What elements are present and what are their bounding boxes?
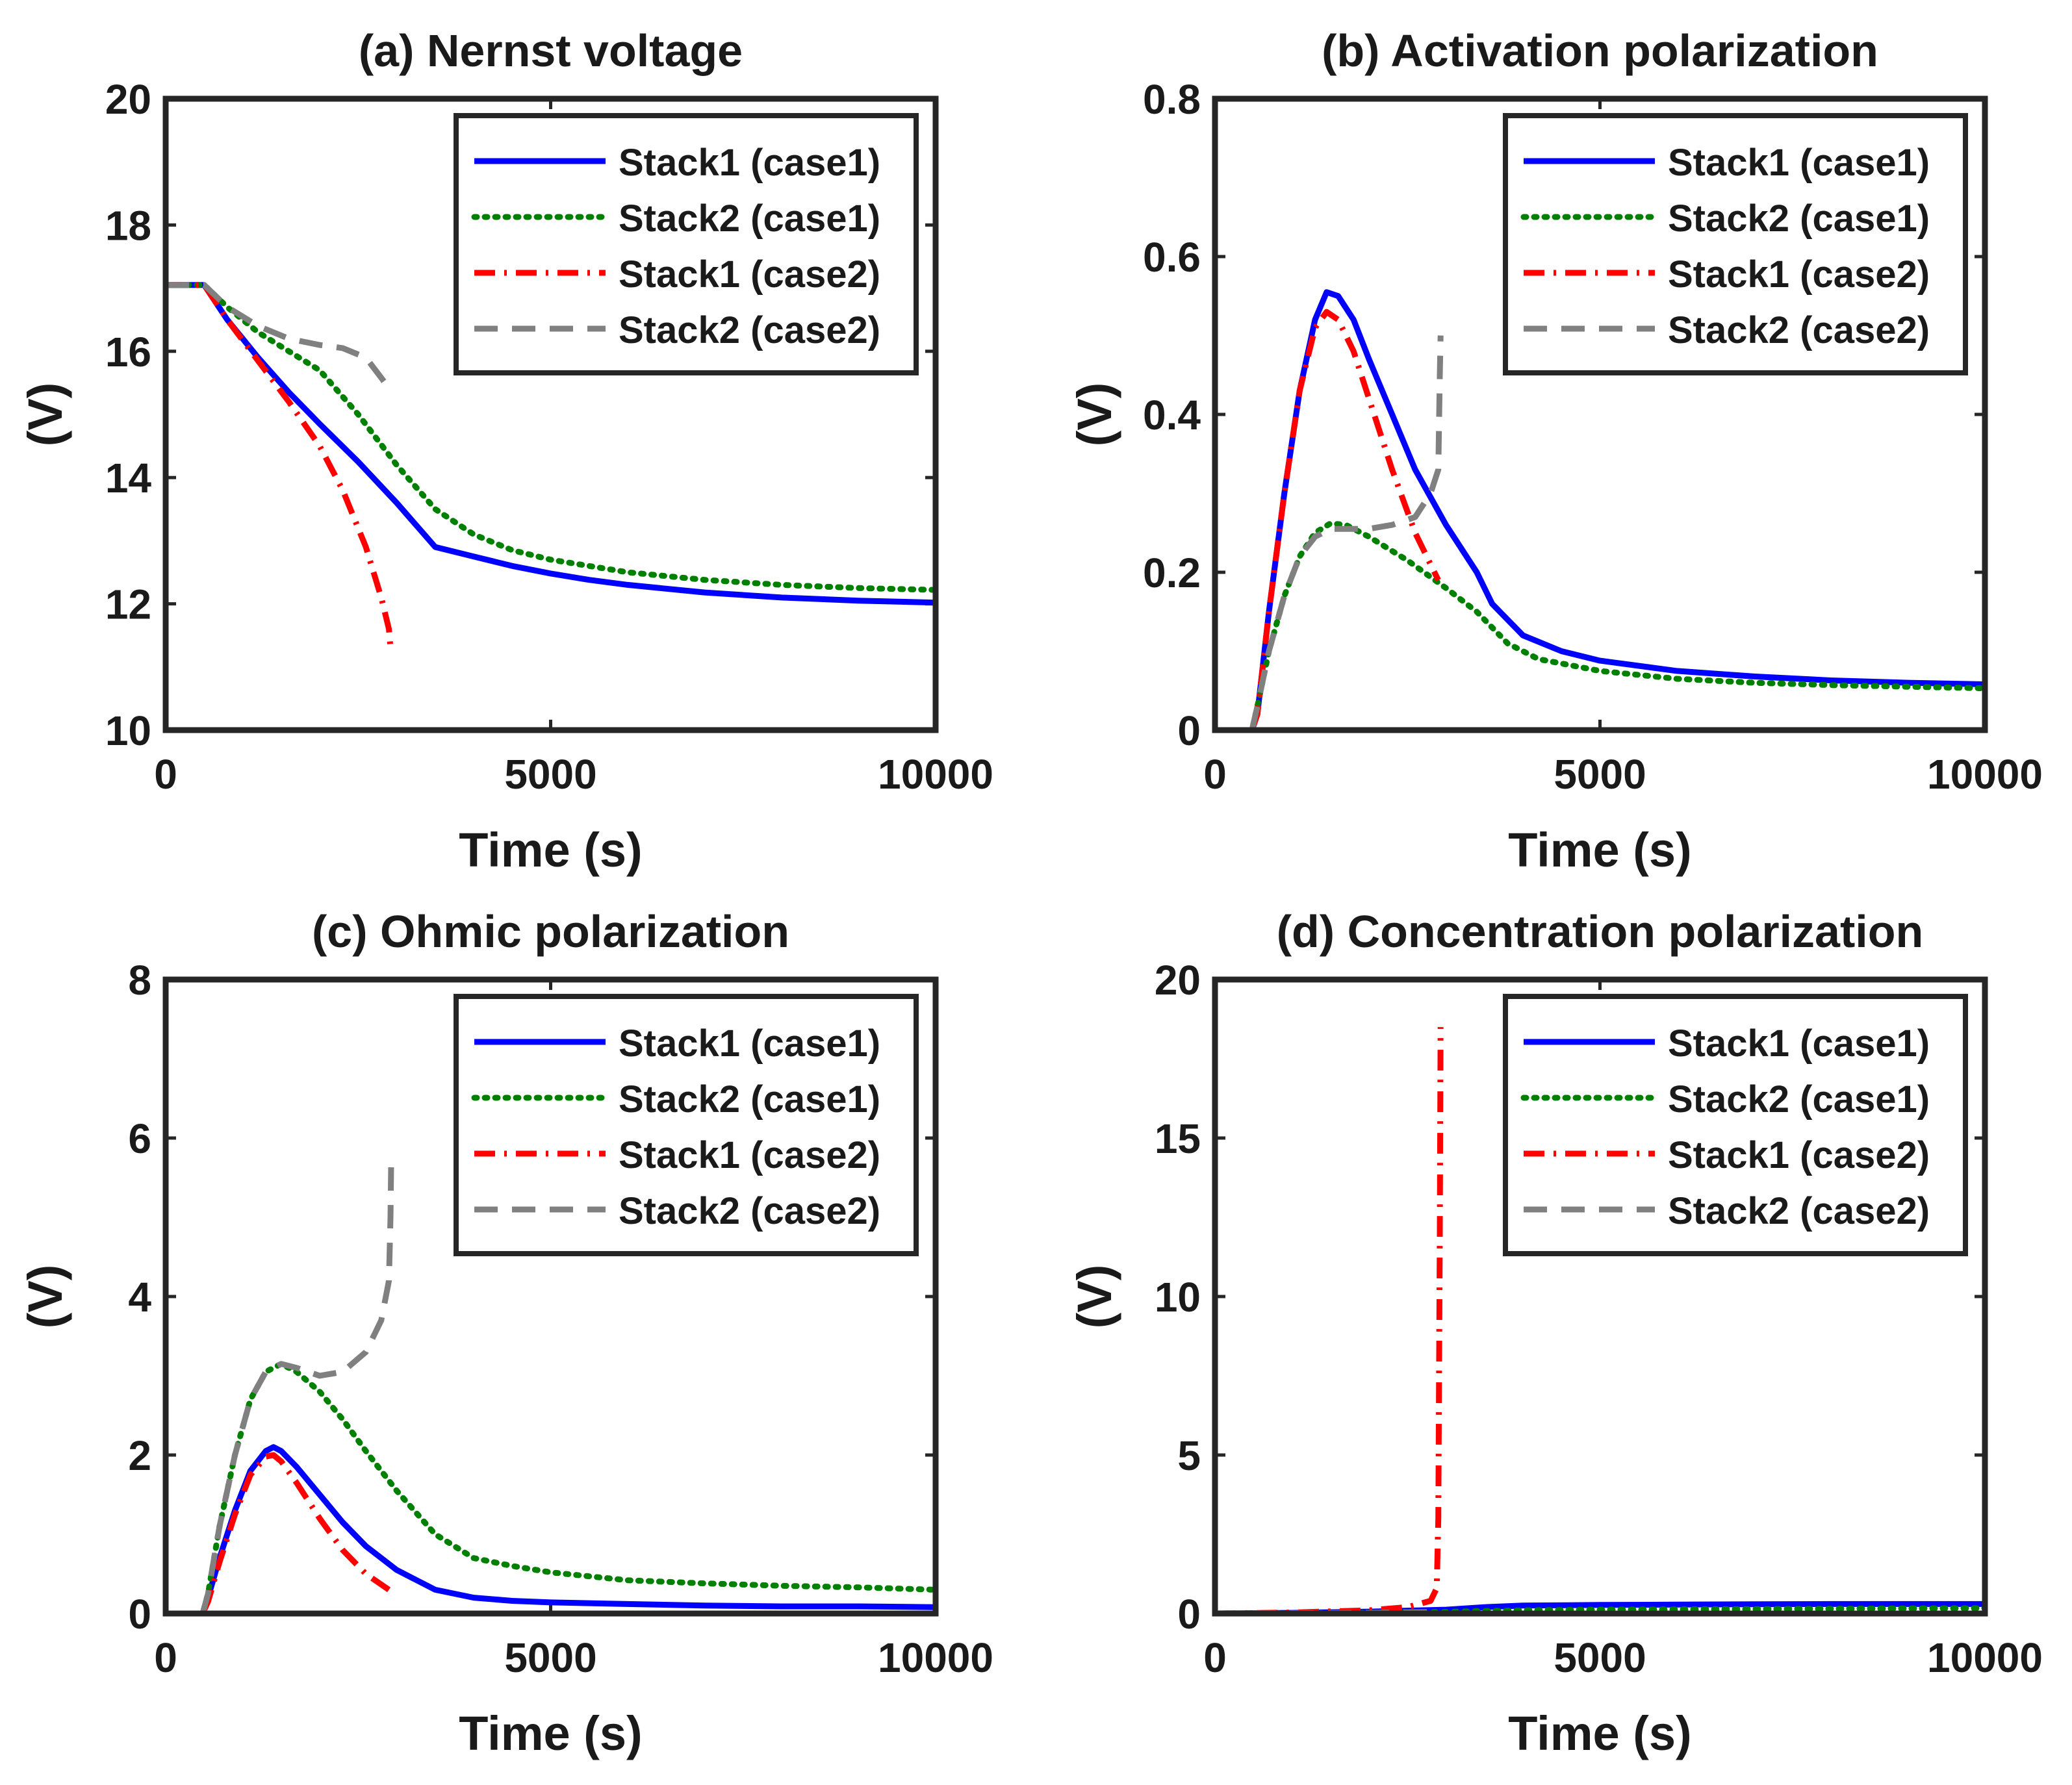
x-axis-label: Time (s) [459, 1706, 642, 1760]
legend-label: Stack1 (case2) [619, 1134, 880, 1176]
y-tick-label: 0.4 [1143, 392, 1201, 438]
y-axis-label: (V) [18, 1265, 72, 1329]
series-line-stack1_case2 [166, 282, 394, 648]
y-tick-label: 0.8 [1143, 76, 1201, 123]
panel-3: (c) Ohmic polarization 0 5000 10000 0 2 4 6 8 Tim… [18, 906, 993, 1760]
legend-label: Stack1 (case2) [1668, 1134, 1930, 1176]
series-line-stack2_case1 [1215, 520, 1985, 730]
legend-label: Stack2 (case1) [619, 197, 880, 240]
legend-label: Stack2 (case2) [1668, 309, 1930, 351]
plot-frame [1212, 976, 1988, 1617]
x-tick-label: 0 [1203, 1634, 1227, 1681]
y-tick-label: 0.2 [1143, 550, 1201, 596]
y-axis-label: (V) [1068, 383, 1121, 447]
y-tick-label: 5 [1177, 1432, 1201, 1479]
y-tick-label: 12 [105, 581, 151, 628]
x-axis-label: Time (s) [1508, 1706, 1691, 1760]
y-tick-label: 0.6 [1143, 234, 1201, 281]
series-group [1215, 289, 1985, 730]
y-tick-label: 6 [128, 1115, 151, 1162]
chart-title: (b) Activation polarization [1322, 25, 1878, 76]
series-group [166, 282, 936, 648]
legend: Stack1 (case1) Stack2 (case1) Stack1 (case… [454, 113, 919, 375]
y-tick-label: 0 [1177, 707, 1201, 754]
legend-label: Stack1 (case2) [619, 253, 880, 296]
panel-1: (a) Nernst voltage 0 5000 10000 10 12 14 16 18 20… [18, 25, 993, 877]
plot-frame [162, 976, 939, 1617]
x-tick-label: 10000 [878, 751, 993, 798]
series-line-stack1_case2 [1215, 309, 1441, 730]
series-line-stack1_case1 [166, 282, 936, 606]
series-line-stack2_case1 [1215, 1605, 1985, 1614]
series-line-stack2_case2 [166, 1154, 394, 1614]
chart-title: (d) Concentration polarization [1277, 906, 1924, 957]
x-tick-label: 5000 [504, 751, 596, 798]
x-axis-label: Time (s) [1508, 823, 1691, 877]
legend-label: Stack2 (case1) [1668, 1078, 1930, 1120]
y-tick-label: 0 [128, 1591, 151, 1638]
y-tick-label: 16 [105, 329, 151, 375]
legend: Stack1 (case1) Stack2 (case1) Stack1 (case… [1503, 113, 1968, 375]
legend-label: Stack2 (case1) [619, 1078, 880, 1120]
legend-label: Stack2 (case1) [1668, 197, 1930, 240]
x-tick-label: 10000 [878, 1634, 993, 1681]
legend-label: Stack2 (case2) [1668, 1190, 1930, 1232]
y-tick-label: 10 [105, 707, 151, 754]
legend-label: Stack2 (case2) [619, 309, 880, 351]
x-tick-label: 5000 [1554, 751, 1646, 798]
y-axis-label: (V) [1068, 1265, 1121, 1329]
panel-4: (d) Concentration polarization 0 5000 10000… [1068, 906, 2043, 1760]
x-tick-label: 0 [154, 1634, 177, 1681]
legend-label: Stack1 (case1) [1668, 142, 1930, 184]
series-group [166, 1154, 936, 1614]
plot-frame [162, 95, 939, 733]
y-tick-label: 8 [128, 957, 151, 1004]
y-axis-label: (V) [18, 383, 72, 447]
y-tick-label: 4 [128, 1274, 151, 1321]
series-line-stack2_case2 [166, 282, 388, 385]
x-tick-label: 0 [1203, 751, 1227, 798]
legend: Stack1 (case1) Stack2 (case1) Stack1 (case… [454, 994, 919, 1256]
series-line-stack1_case2 [1215, 1027, 1444, 1614]
panel-2: (b) Activation polarization 0 5000 10000 0 0.… [1068, 25, 2043, 877]
legend-label: Stack1 (case2) [1668, 253, 1930, 296]
series-line-stack2_case2 [1215, 335, 1444, 730]
y-tick-label: 10 [1155, 1274, 1201, 1321]
series-line-stack2_case1 [166, 282, 936, 593]
y-tick-label: 15 [1155, 1115, 1201, 1162]
legend-label: Stack1 (case1) [1668, 1022, 1930, 1065]
y-tick-label: 0 [1177, 1591, 1201, 1638]
series-line-stack2_case1 [166, 1361, 936, 1614]
y-tick-label: 20 [1155, 957, 1201, 1004]
plot-frame [1212, 95, 1988, 733]
x-axis-label: Time (s) [459, 823, 642, 877]
chart-title: (a) Nernst voltage [359, 25, 743, 76]
legend-label: Stack1 (case1) [619, 142, 880, 184]
y-tick-label: 14 [105, 455, 152, 501]
y-tick-label: 18 [105, 202, 151, 249]
x-tick-label: 5000 [1554, 1634, 1646, 1681]
x-tick-label: 5000 [504, 1634, 596, 1681]
y-tick-label: 2 [128, 1432, 151, 1479]
x-tick-label: 0 [154, 751, 177, 798]
y-tick-label: 20 [105, 76, 151, 123]
chart-title: (c) Ohmic polarization [312, 906, 789, 957]
x-tick-label: 10000 [1927, 1634, 2043, 1681]
series-line-stack1_case1 [166, 1444, 936, 1614]
legend: Stack1 (case1) Stack2 (case1) Stack1 (case… [1503, 994, 1968, 1256]
legend-label: Stack2 (case2) [619, 1190, 880, 1232]
x-tick-label: 10000 [1927, 751, 2043, 798]
legend-label: Stack1 (case1) [619, 1022, 880, 1065]
